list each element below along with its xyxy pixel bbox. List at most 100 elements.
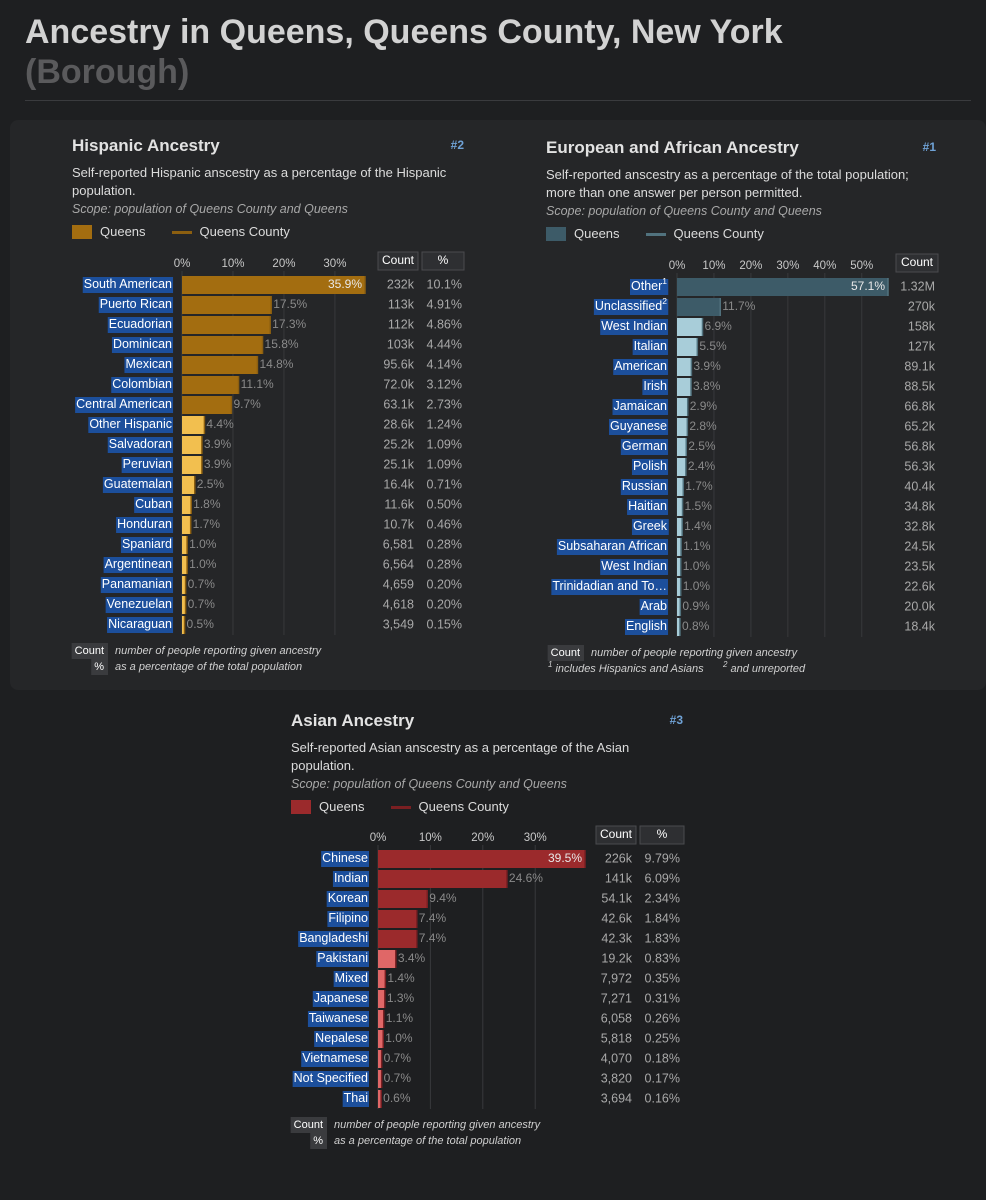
category-label: West Indian: [600, 319, 669, 335]
category-name: Indian: [334, 871, 368, 885]
category-text: Thai: [344, 1091, 368, 1105]
category-label: Subsaharan African: [556, 539, 669, 555]
category-text: Taiwanese: [309, 1011, 368, 1025]
category-text: Spaniard: [122, 537, 172, 551]
value-label: 1.8%: [193, 497, 221, 511]
count-cell: 232k: [387, 277, 415, 291]
count-cell: 3,694: [601, 1091, 632, 1105]
category-label: Taiwanese: [307, 1011, 370, 1027]
percent-cell: 4.44%: [427, 337, 462, 351]
note-key: Count: [551, 647, 580, 659]
value-label: 0.9%: [682, 599, 710, 613]
bar: [677, 418, 688, 436]
column-header: %: [438, 253, 449, 267]
value-label: 0.6%: [383, 1091, 411, 1105]
bar: [182, 456, 202, 474]
value-label: 11.7%: [722, 299, 755, 313]
chart-subtitle: Self-reported Hispanic anscestry as a pe…: [72, 165, 447, 198]
percent-cell: 2.73%: [427, 397, 462, 411]
count-cell: 4,659: [383, 577, 414, 591]
percent-cell: 0.50%: [427, 497, 462, 511]
legend-swatch: [291, 800, 311, 814]
percent-cell: 0.25%: [645, 1031, 680, 1045]
count-cell: 3,820: [601, 1071, 632, 1085]
bar: [182, 616, 185, 634]
percent-cell: 0.20%: [427, 597, 462, 611]
category-label: Dominican: [111, 337, 174, 353]
category-label: Spaniard: [120, 537, 174, 553]
category-label: Bangladeshi: [298, 931, 369, 947]
count-cell: 112k: [388, 317, 415, 331]
category-name: Not Specified: [294, 1071, 368, 1085]
category-name: West Indian: [601, 559, 667, 573]
count-cell: 7,271: [601, 991, 632, 1005]
value-label: 3.9%: [693, 359, 721, 373]
category-name: Unclassified: [595, 299, 662, 313]
bar: [677, 498, 683, 516]
category-name: English: [626, 619, 667, 633]
category-superscript: 2: [662, 296, 667, 306]
label-highlight: [600, 559, 669, 575]
category-text: Honduran: [117, 517, 172, 531]
label-highlight: [639, 599, 669, 615]
count-cell: 11.6k: [384, 497, 414, 511]
bar: [378, 870, 507, 888]
count-cell: 16.4k: [383, 477, 414, 491]
rank: #3: [669, 713, 683, 727]
value-label: 3.9%: [204, 457, 232, 471]
category-label: Salvadoran: [107, 437, 174, 453]
x-tick-label: 30%: [524, 832, 547, 844]
bar: [182, 576, 186, 594]
bar: [677, 358, 692, 376]
category-text: Central American: [76, 397, 172, 411]
count-cell: 5,818: [601, 1031, 632, 1045]
count-cell: 25.1k: [383, 457, 414, 471]
category-label: Central American: [75, 397, 174, 413]
category-name: Guyanese: [610, 419, 667, 433]
label-highlight: [316, 951, 369, 967]
legend-line: [645, 232, 666, 236]
label-highlight: [612, 399, 669, 415]
category-name: Korean: [328, 891, 368, 905]
percent-cell: 1.09%: [427, 457, 462, 471]
x-tick-label: 20%: [471, 832, 494, 844]
bar: [378, 1070, 382, 1088]
note-key: %: [313, 1135, 323, 1147]
category-name: Vietnamese: [302, 1051, 368, 1065]
x-tick-label: 10%: [702, 260, 725, 272]
category-label: Mexican: [124, 357, 174, 373]
bar: [182, 296, 272, 314]
value-label: 9.7%: [233, 397, 261, 411]
category-name: Cuban: [135, 497, 172, 511]
value-label: 1.0%: [683, 559, 711, 573]
count-cell: 25.2k: [383, 437, 414, 451]
label-highlight: [556, 539, 669, 555]
category-text: Argentinean: [105, 557, 172, 571]
category-text: Greek: [633, 519, 668, 533]
label-highlight: [327, 911, 370, 927]
label-highlight: [120, 537, 174, 553]
category-text: German: [622, 439, 667, 453]
bar: [677, 458, 686, 476]
count-cell: 141k: [605, 871, 633, 885]
value-label: 5.5%: [699, 339, 727, 353]
category-label: South American: [82, 277, 174, 293]
value-label: 4.4%: [206, 417, 234, 431]
category-name: Honduran: [117, 517, 172, 531]
label-highlight: [103, 557, 174, 573]
percent-cell: 0.28%: [427, 557, 462, 571]
category-text: Indian: [334, 871, 368, 885]
x-tick-label: 0%: [174, 258, 191, 270]
count-cell: 66.8k: [904, 399, 935, 413]
value-label: 1.0%: [683, 579, 711, 593]
category-label: Italian: [632, 339, 669, 355]
value-label: 2.5%: [197, 477, 225, 491]
category-name: Puerto Rican: [100, 297, 172, 311]
count-cell: 89.1k: [904, 359, 935, 373]
label-highlight: [124, 357, 174, 373]
category-label: Other1: [630, 276, 669, 295]
bar: [378, 850, 585, 868]
category-text: Italian: [634, 339, 667, 353]
value-label: 9.4%: [429, 891, 457, 905]
category-label: Korean: [326, 891, 370, 907]
